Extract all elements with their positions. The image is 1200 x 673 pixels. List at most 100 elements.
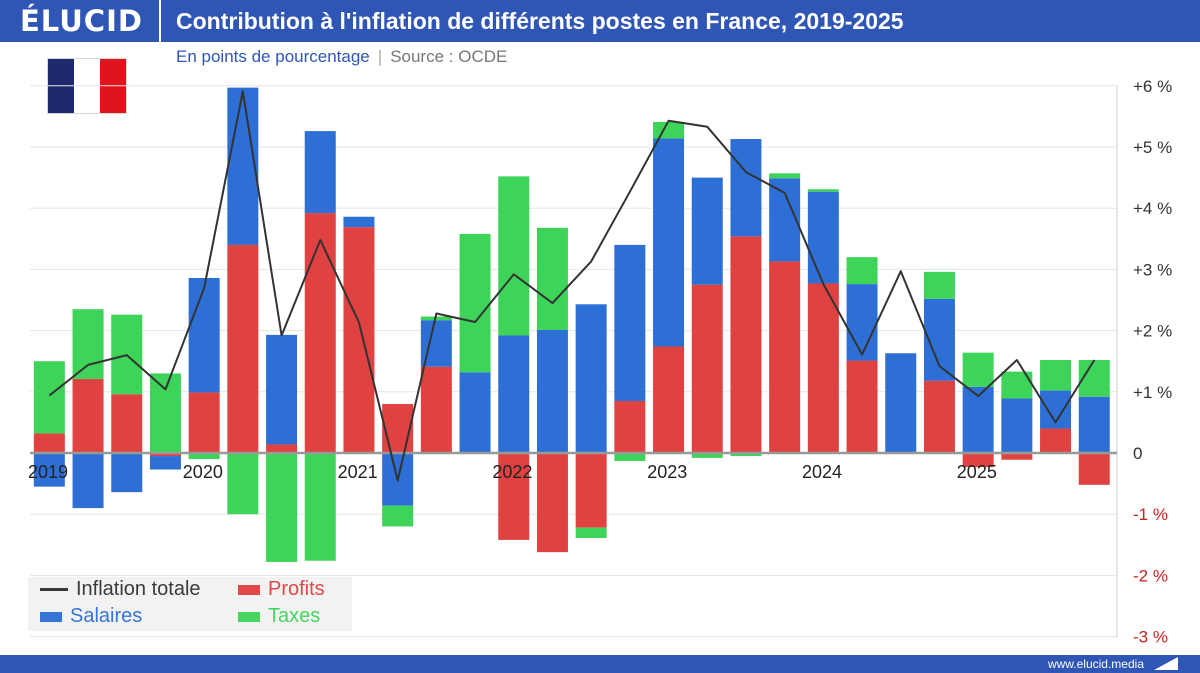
subtitle-source: Source : OCDE <box>390 47 508 66</box>
bar-salaires <box>343 216 375 228</box>
bar-taxes <box>149 373 181 453</box>
bar-profits <box>149 453 181 457</box>
x-year-label: 2024 <box>802 462 842 482</box>
bar-salaires <box>33 453 65 487</box>
legend-swatch-salaires <box>40 611 62 622</box>
x-year-label: 2019 <box>28 462 68 482</box>
bar-profits <box>769 261 801 453</box>
y-tick-label: -1 % <box>1133 505 1168 524</box>
bar-profits <box>846 360 878 453</box>
bar-salaires <box>72 453 104 509</box>
legend-item-salaires: Salaires <box>40 605 142 628</box>
y-tick-label: +3 % <box>1133 260 1172 279</box>
bar-taxes <box>459 233 491 373</box>
bar-taxes <box>691 453 723 458</box>
legend-item-inflation: Inflation totale <box>40 578 201 601</box>
chart-title: Contribution à l'inflation de différents… <box>176 8 904 34</box>
subtitle-separator: | <box>377 47 383 66</box>
bar-salaires <box>227 87 259 245</box>
chart-legend: Inflation totale Profits Salaires Taxes <box>28 577 352 631</box>
bar-taxes <box>846 257 878 285</box>
bar-taxes <box>382 505 414 527</box>
header-separator <box>159 0 161 42</box>
bar-profits <box>188 392 220 453</box>
bar-profits <box>923 380 955 453</box>
y-tick-label: +4 % <box>1133 199 1172 218</box>
y-tick-label: -2 % <box>1133 566 1168 585</box>
x-year-label: 2022 <box>492 462 532 482</box>
footer-url-link[interactable]: www.elucid.media <box>1047 657 1144 671</box>
bar-profits <box>227 244 259 453</box>
legend-label-inflation: Inflation totale <box>76 578 201 600</box>
y-tick-label: -3 % <box>1133 628 1168 647</box>
bar-taxes <box>730 453 762 457</box>
bar-profits <box>33 433 65 453</box>
bar-salaires <box>111 453 143 493</box>
bar-profits <box>536 453 568 553</box>
bar-taxes <box>420 316 452 321</box>
bar-taxes <box>498 176 530 336</box>
bar-salaires <box>304 131 336 214</box>
bar-taxes <box>227 453 259 515</box>
bar-taxes <box>188 453 220 460</box>
bar-salaires <box>459 372 491 453</box>
bar-profits <box>614 400 646 453</box>
bar-salaires <box>1001 398 1033 453</box>
bar-taxes <box>266 453 298 562</box>
bar-taxes <box>33 361 65 434</box>
bar-salaires <box>846 284 878 361</box>
bar-profits <box>807 283 839 453</box>
y-tick-label: +6 % <box>1133 77 1172 96</box>
footer-bar: www.elucid.media <box>0 655 1200 673</box>
bar-profits <box>111 394 143 453</box>
bar-profits <box>498 453 530 540</box>
chart-subtitle: En points de pourcentage | Source : OCDE <box>176 46 507 68</box>
bar-profits <box>343 227 375 453</box>
bar-profits <box>420 366 452 453</box>
bar-profits <box>72 378 104 453</box>
y-tick-label: +1 % <box>1133 383 1172 402</box>
bar-taxes <box>304 453 336 561</box>
bar-taxes <box>653 121 685 139</box>
bar-salaires <box>962 386 994 453</box>
bar-taxes <box>769 173 801 179</box>
bar-profits <box>962 453 994 468</box>
bar-salaires <box>498 335 530 453</box>
legend-label-profits: Profits <box>268 578 325 600</box>
bar-profits <box>1001 453 1033 460</box>
bar-salaires <box>885 353 917 453</box>
bar-taxes <box>807 189 839 192</box>
legend-label-taxes: Taxes <box>268 605 321 627</box>
bar-salaires <box>536 329 568 453</box>
x-year-label: 2020 <box>183 462 223 482</box>
legend-swatch-taxes <box>238 611 260 622</box>
bar-salaires <box>807 191 839 284</box>
bar-taxes <box>1040 359 1072 391</box>
bar-salaires <box>149 456 181 470</box>
bar-taxes <box>962 352 994 387</box>
bar-salaires <box>266 334 298 445</box>
legend-label-salaires: Salaires <box>70 605 143 627</box>
y-tick-label: +5 % <box>1133 138 1172 157</box>
bar-salaires <box>653 138 685 347</box>
y-tick-label: 0 <box>1133 444 1142 463</box>
bar-salaires <box>730 139 762 237</box>
inflation-line <box>48 90 1096 482</box>
subtitle-unit: En points de pourcentage <box>176 47 370 66</box>
bar-taxes <box>923 271 955 299</box>
bar-salaires <box>1078 396 1110 453</box>
bar-profits <box>304 213 336 453</box>
x-year-label: 2021 <box>338 462 378 482</box>
elucid-mark-icon <box>1154 657 1178 670</box>
bar-profits <box>382 404 414 453</box>
bar-profits <box>1040 428 1072 453</box>
x-year-label: 2023 <box>647 462 687 482</box>
elucid-logo[interactable]: ÉLUCID <box>20 4 143 38</box>
bar-salaires <box>691 177 723 285</box>
legend-item-profits: Profits <box>238 578 325 601</box>
header-bar: ÉLUCID Contribution à l'inflation de dif… <box>0 0 1200 42</box>
y-tick-label: +2 % <box>1133 322 1172 341</box>
legend-item-taxes: Taxes <box>238 605 320 628</box>
bar-profits <box>266 444 298 453</box>
